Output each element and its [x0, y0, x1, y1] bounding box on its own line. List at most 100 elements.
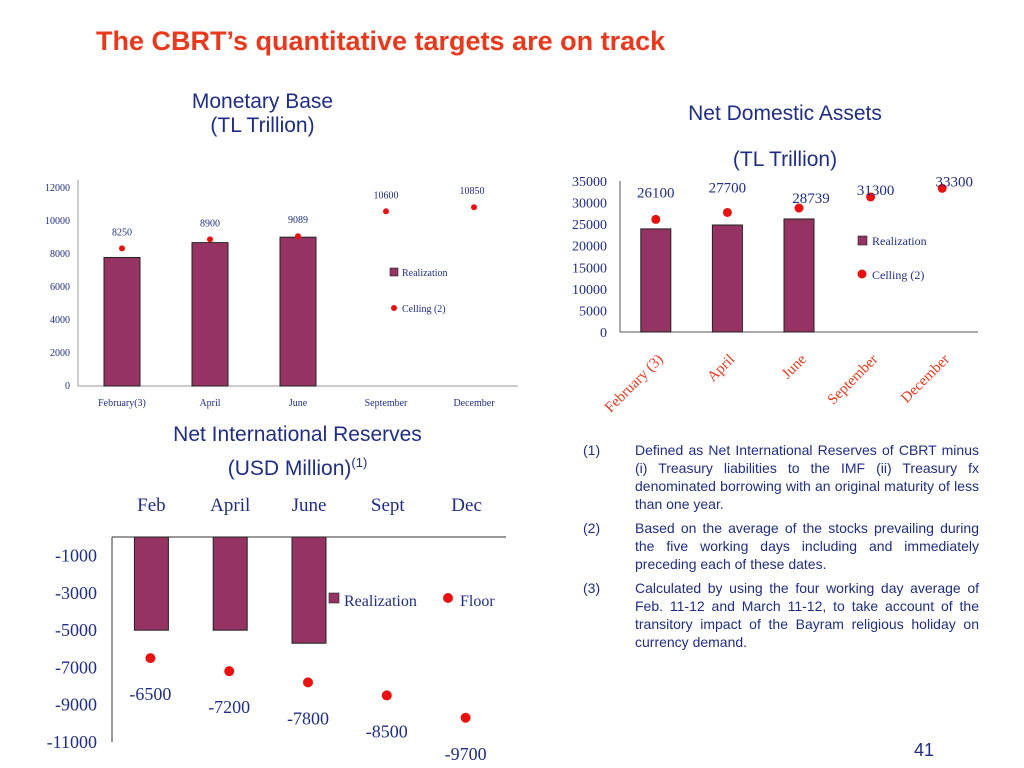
ceiling-marker — [794, 203, 804, 213]
legend-swatch-realization — [857, 235, 868, 246]
data-label: -7800 — [287, 708, 329, 728]
x-tick-label: February(3) — [98, 398, 146, 409]
y-tick-label: 10000 — [572, 283, 607, 298]
data-label: 10850 — [460, 186, 485, 197]
footnotes: (1) Defined as Net International Reserve… — [583, 441, 979, 657]
footnote-number: (1) — [583, 442, 601, 458]
legend-label-realization: Realization — [402, 268, 448, 279]
legend-label-realization: Realization — [344, 593, 417, 610]
footnote-3: (3) Calculated by using the four working… — [583, 579, 979, 651]
legend-swatch-ceiling — [857, 269, 867, 279]
x-tick-label: September — [365, 398, 408, 409]
y-tick-label: 25000 — [572, 218, 607, 233]
footnote-1: (1) Defined as Net International Reserve… — [583, 441, 979, 513]
floor-marker — [224, 666, 235, 677]
chart-title-line2: (TL Trillion) — [732, 148, 838, 171]
legend-swatch-ceiling — [391, 305, 397, 311]
x-tick-label: Sept — [371, 495, 406, 516]
x-tick-label: Dec — [451, 495, 482, 516]
chart-title-line1: Monetary Base — [191, 90, 334, 113]
data-label: 28739 — [792, 191, 830, 207]
bar — [133, 536, 169, 631]
page-number: 41 — [914, 740, 935, 760]
ceiling-marker — [383, 208, 389, 215]
data-label: 26100 — [637, 185, 675, 201]
ceiling-marker — [295, 233, 301, 240]
ceiling-marker — [866, 192, 876, 202]
footnote-number: (3) — [583, 580, 601, 596]
ceiling-marker — [471, 204, 477, 211]
data-label: 8900 — [200, 218, 220, 229]
ceiling-marker — [207, 236, 213, 243]
data-label: 9089 — [288, 215, 308, 226]
ceiling-marker — [119, 245, 125, 252]
y-tick-label: 35000 — [572, 175, 607, 190]
y-tick-label: 0 — [600, 326, 607, 341]
footnote-text: Calculated by using the four working day… — [635, 580, 979, 650]
legend-swatch-realization — [389, 267, 399, 277]
bar — [291, 536, 327, 644]
y-tick-label: 10000 — [45, 216, 70, 227]
legend-label-realization: Realization — [872, 234, 927, 248]
y-tick-label: -11000 — [47, 732, 97, 752]
bar — [640, 228, 672, 333]
footnote-text: Based on the average of the stocks preva… — [635, 520, 979, 572]
bar — [279, 236, 317, 387]
y-tick-label: -7000 — [55, 657, 97, 677]
bar — [191, 242, 229, 387]
footnote-2: (2) Based on the average of the stocks p… — [583, 519, 979, 573]
legend-label-ceiling: Celling (2) — [872, 268, 924, 282]
y-tick-label: 8000 — [50, 249, 70, 260]
data-label: -9700 — [445, 744, 487, 764]
legend-swatch-floor — [443, 593, 453, 603]
legend-swatch-realization — [328, 592, 340, 604]
data-label: 33300 — [935, 174, 973, 190]
data-label: -6500 — [129, 684, 171, 704]
x-tick-label: April — [199, 398, 220, 409]
slide-title: The CBRT’s quantitative targets are on t… — [96, 26, 666, 56]
floor-marker — [381, 690, 392, 701]
chart-title-net-domestic-assets: Net Domestic Assets (TL Trillion) — [640, 91, 930, 183]
legend-label-ceiling: Celling (2) — [402, 304, 446, 315]
bar — [783, 218, 815, 333]
data-label: 8250 — [112, 227, 132, 238]
x-tick-label: December — [453, 398, 495, 409]
chart-title-line2: (USD Million) — [227, 457, 352, 480]
ceiling-marker — [722, 207, 732, 217]
floor-marker — [460, 712, 471, 723]
chart-title-superscript: (1) — [351, 455, 368, 470]
chart-title-net-international-reserves: Net International Reserves (USD Million)… — [130, 421, 465, 483]
footnote-text: Defined as Net International Reserves of… — [635, 442, 979, 512]
legend-label-floor: Floor — [460, 593, 495, 610]
x-tick-label: June — [292, 495, 327, 516]
y-tick-label: 6000 — [50, 282, 70, 293]
data-label: 31300 — [857, 183, 895, 199]
y-tick-label: 5000 — [579, 304, 607, 319]
bar — [103, 256, 141, 387]
footnote-number: (2) — [583, 520, 601, 536]
chart-title-monetary-base: Monetary Base (TL Trillion) — [130, 90, 395, 138]
y-tick-label: 30000 — [572, 197, 607, 212]
y-tick-label: 15000 — [572, 261, 607, 276]
bar — [212, 536, 248, 631]
data-label: -8500 — [366, 721, 408, 741]
y-tick-label: -1000 — [55, 546, 97, 566]
floor-marker — [303, 677, 313, 688]
x-tick-label: June — [289, 398, 308, 409]
ceiling-marker — [651, 214, 661, 224]
data-label: 10600 — [374, 190, 399, 201]
x-tick-label: Feb — [137, 495, 166, 516]
y-tick-label: 4000 — [50, 315, 70, 326]
x-tick-label: April — [210, 495, 250, 516]
chart-title-line2-wrap: (USD Million)(1) — [130, 449, 465, 483]
y-tick-label: -3000 — [55, 583, 97, 603]
bar — [711, 224, 743, 333]
data-label: -7200 — [208, 697, 250, 717]
y-tick-label: -5000 — [55, 620, 97, 640]
y-tick-label: 12000 — [45, 183, 70, 194]
ceiling-marker — [937, 183, 947, 193]
chart-title-line1: Net Domestic Assets — [688, 102, 882, 125]
floor-marker — [145, 653, 156, 664]
